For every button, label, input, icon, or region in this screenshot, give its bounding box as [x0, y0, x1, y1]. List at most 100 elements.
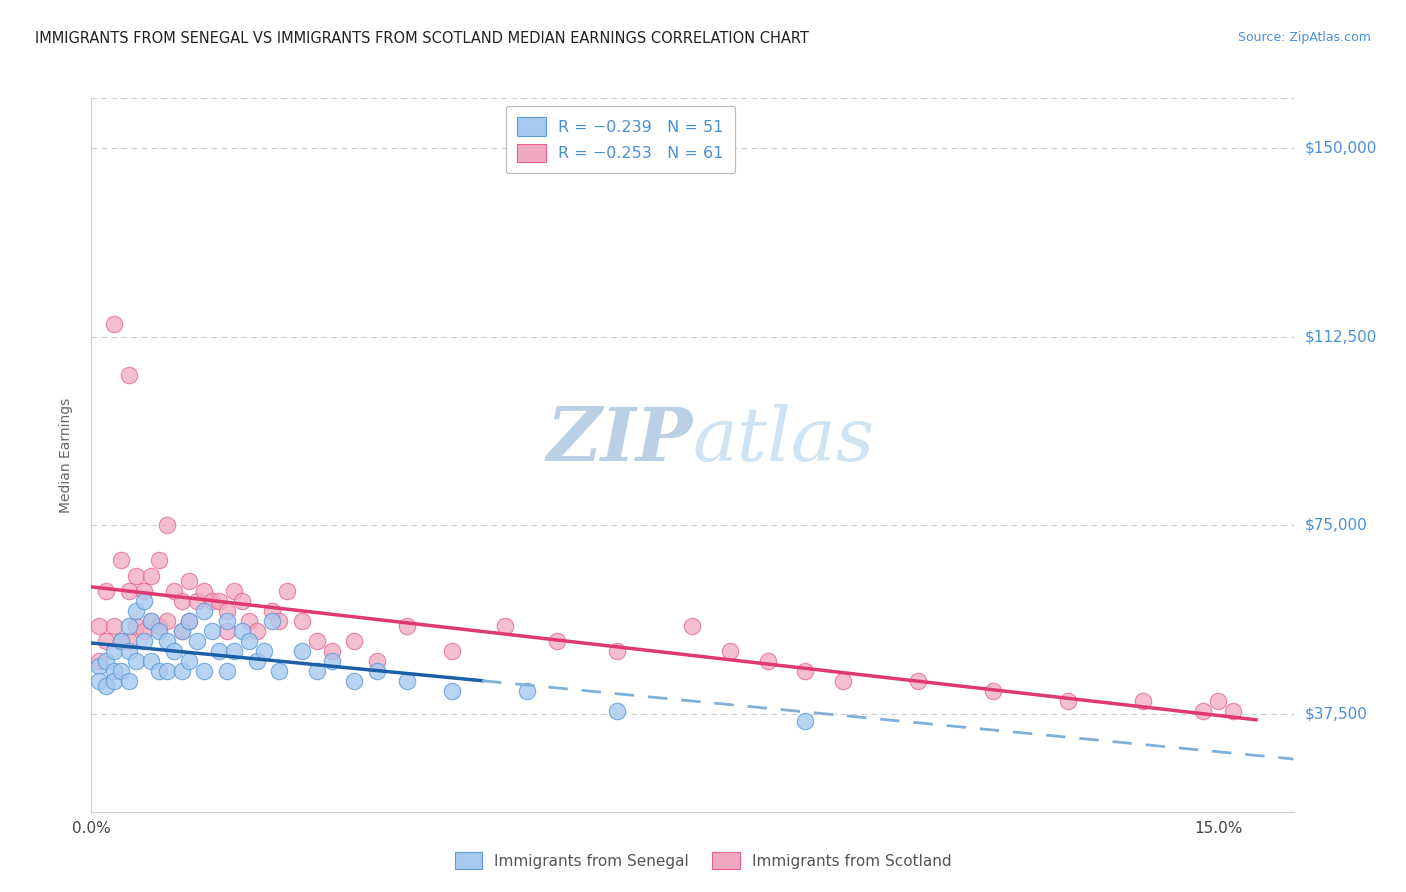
- Point: [291, 614, 314, 628]
- Point: [276, 583, 298, 598]
- Point: [440, 644, 463, 658]
- Point: [177, 614, 200, 628]
- Point: [155, 614, 177, 628]
- Point: [395, 619, 418, 633]
- Point: [516, 684, 538, 698]
- Point: [170, 664, 193, 678]
- Point: [794, 714, 817, 729]
- Point: [208, 644, 231, 658]
- Point: [231, 593, 253, 607]
- Point: [103, 674, 125, 689]
- Point: [193, 664, 215, 678]
- Point: [253, 644, 276, 658]
- Point: [1208, 694, 1230, 708]
- Point: [148, 553, 170, 567]
- Point: [291, 644, 314, 658]
- Point: [155, 633, 177, 648]
- Point: [148, 619, 170, 633]
- Point: [125, 619, 148, 633]
- Point: [215, 624, 238, 638]
- Text: atlas: atlas: [692, 404, 875, 477]
- Text: $112,500: $112,500: [1305, 329, 1376, 344]
- Point: [103, 318, 125, 332]
- Point: [215, 604, 238, 618]
- Point: [440, 684, 463, 698]
- Point: [246, 624, 269, 638]
- Point: [260, 604, 283, 618]
- Point: [132, 624, 155, 638]
- Point: [1132, 694, 1154, 708]
- Point: [125, 654, 148, 668]
- Point: [155, 664, 177, 678]
- Point: [148, 664, 170, 678]
- Point: [831, 674, 853, 689]
- Text: ZIP: ZIP: [546, 404, 692, 477]
- Point: [343, 633, 366, 648]
- Point: [224, 583, 246, 598]
- Point: [96, 654, 118, 668]
- Point: [1057, 694, 1080, 708]
- Point: [305, 664, 328, 678]
- Point: [321, 644, 343, 658]
- Point: [125, 604, 148, 618]
- Point: [163, 644, 186, 658]
- Point: [141, 614, 163, 628]
- Y-axis label: Median Earnings: Median Earnings: [59, 397, 73, 513]
- Point: [606, 644, 628, 658]
- Point: [170, 624, 193, 638]
- Point: [1222, 704, 1244, 718]
- Point: [103, 619, 125, 633]
- Point: [118, 619, 141, 633]
- Point: [321, 654, 343, 668]
- Point: [103, 664, 125, 678]
- Point: [87, 674, 110, 689]
- Point: [305, 633, 328, 648]
- Point: [186, 633, 208, 648]
- Point: [269, 664, 291, 678]
- Point: [260, 614, 283, 628]
- Point: [170, 593, 193, 607]
- Point: [141, 614, 163, 628]
- Point: [163, 583, 186, 598]
- Point: [132, 583, 155, 598]
- Point: [96, 583, 118, 598]
- Point: [366, 654, 388, 668]
- Point: [118, 368, 141, 382]
- Point: [186, 593, 208, 607]
- Point: [238, 614, 260, 628]
- Point: [110, 664, 132, 678]
- Point: [118, 674, 141, 689]
- Point: [718, 644, 741, 658]
- Point: [87, 654, 110, 668]
- Point: [794, 664, 817, 678]
- Point: [201, 624, 224, 638]
- Point: [170, 624, 193, 638]
- Point: [96, 633, 118, 648]
- Point: [907, 674, 929, 689]
- Point: [756, 654, 779, 668]
- Point: [148, 624, 170, 638]
- Point: [246, 654, 269, 668]
- Point: [193, 583, 215, 598]
- Point: [87, 619, 110, 633]
- Point: [269, 614, 291, 628]
- Point: [208, 593, 231, 607]
- Point: [155, 518, 177, 533]
- Point: [606, 704, 628, 718]
- Point: [546, 633, 568, 648]
- Text: $75,000: $75,000: [1305, 517, 1368, 533]
- Legend: R = −0.239   N = 51, R = −0.253   N = 61: R = −0.239 N = 51, R = −0.253 N = 61: [506, 106, 735, 173]
- Point: [96, 679, 118, 693]
- Point: [177, 654, 200, 668]
- Point: [343, 674, 366, 689]
- Point: [981, 684, 1004, 698]
- Point: [103, 644, 125, 658]
- Text: $37,500: $37,500: [1305, 706, 1368, 722]
- Point: [1192, 704, 1215, 718]
- Point: [494, 619, 516, 633]
- Point: [110, 553, 132, 567]
- Point: [238, 633, 260, 648]
- Legend: Immigrants from Senegal, Immigrants from Scotland: Immigrants from Senegal, Immigrants from…: [449, 846, 957, 875]
- Point: [215, 614, 238, 628]
- Point: [132, 593, 155, 607]
